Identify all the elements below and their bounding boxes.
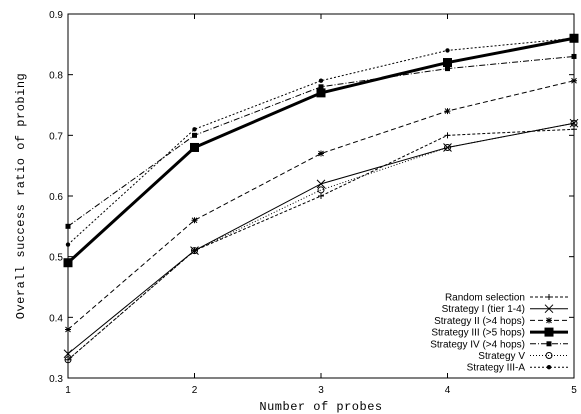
- series-6: [64, 119, 578, 364]
- x-tick-label: 4: [445, 385, 451, 396]
- series-4: [63, 33, 579, 268]
- marker-square: [316, 88, 326, 98]
- series-line: [66, 36, 575, 264]
- series-line: [67, 122, 575, 361]
- legend-label: Strategy III-A: [467, 363, 526, 374]
- marker-square: [63, 258, 73, 268]
- marker-plus: [546, 294, 552, 300]
- series-line: [67, 37, 575, 245]
- y-tick-label: 0.6: [49, 192, 63, 203]
- marker-dot: [192, 127, 197, 132]
- legend-entry: Strategy V: [478, 351, 568, 362]
- marker-dot: [571, 36, 577, 41]
- marker-star: [318, 150, 324, 157]
- marker-square-small: [65, 223, 71, 229]
- legend-label: Strategy III (>5 hops): [431, 328, 525, 339]
- marker-dot: [65, 242, 71, 247]
- marker-x: [569, 118, 579, 128]
- marker-dot: [445, 48, 450, 53]
- legend-label: Strategy IV (>4 hops): [430, 339, 525, 350]
- marker-plus: [571, 126, 577, 133]
- marker-plus: [318, 193, 324, 199]
- y-tick-label: 0.3: [49, 374, 63, 385]
- legend-label: Strategy V: [478, 351, 525, 362]
- series-5: [65, 53, 577, 229]
- legend-label: Strategy II (>4 hops): [434, 316, 525, 327]
- marker-x: [544, 304, 554, 314]
- y-tick-label: 0.9: [49, 10, 63, 21]
- marker-square: [544, 327, 554, 337]
- marker-x: [63, 349, 73, 359]
- x-axis-title: Number of probes: [259, 400, 382, 414]
- y-tick-label: 0.5: [49, 253, 63, 264]
- marker-star: [191, 217, 198, 224]
- marker-star: [65, 326, 71, 333]
- legend-entry: Strategy IV (>4 hops): [430, 339, 568, 350]
- marker-circle: [545, 352, 553, 359]
- legend-entry: Strategy III-A: [467, 363, 568, 374]
- x-tick-label: 5: [571, 385, 577, 396]
- marker-circle: [64, 356, 72, 364]
- x-tick-label: 1: [65, 385, 71, 396]
- marker-star: [571, 77, 577, 84]
- marker-square-small: [546, 341, 552, 347]
- legend-entry: Strategy II (>4 hops): [434, 316, 568, 327]
- marker-plus: [444, 132, 451, 139]
- series-7: [65, 36, 577, 247]
- marker-square-small: [318, 84, 324, 90]
- marker-circle: [317, 186, 325, 194]
- marker-square-small: [192, 132, 197, 138]
- marker-star: [444, 108, 451, 115]
- marker-circle: [444, 143, 451, 151]
- marker-square-small: [571, 53, 577, 59]
- marker-x: [443, 143, 452, 152]
- legend-entry: Random selection: [445, 293, 568, 304]
- marker-square-small: [445, 66, 450, 72]
- marker-square: [190, 142, 199, 152]
- marker-dot: [318, 78, 324, 83]
- legend-entry: Strategy III (>5 hops): [431, 327, 568, 339]
- marker-x: [316, 179, 326, 189]
- series-layer: [63, 33, 579, 364]
- x-tick-label: 3: [318, 385, 324, 396]
- marker-circle: [570, 119, 578, 127]
- legend-label: Random selection: [445, 293, 525, 304]
- series-3: [65, 77, 577, 333]
- marker-star: [546, 317, 552, 324]
- x-tick-label: 2: [192, 385, 198, 396]
- legend-entry: Strategy I (tier 1-4): [442, 304, 568, 315]
- y-tick-label: 0.8: [49, 71, 63, 82]
- marker-circle: [191, 247, 198, 255]
- plot-axes: 0.3 0.4 0.5 0.6 0.7 0.8 0.9 1 2 3 4 5: [49, 10, 577, 396]
- y-tick-label: 0.4: [49, 313, 63, 324]
- marker-square: [443, 58, 452, 68]
- marker-x: [190, 246, 199, 255]
- legend-label: Strategy I (tier 1-4): [442, 304, 525, 315]
- y-axis-title: Overall success ratio of probing: [14, 73, 28, 319]
- y-tick-label: 0.7: [49, 131, 63, 142]
- marker-dot: [546, 365, 552, 370]
